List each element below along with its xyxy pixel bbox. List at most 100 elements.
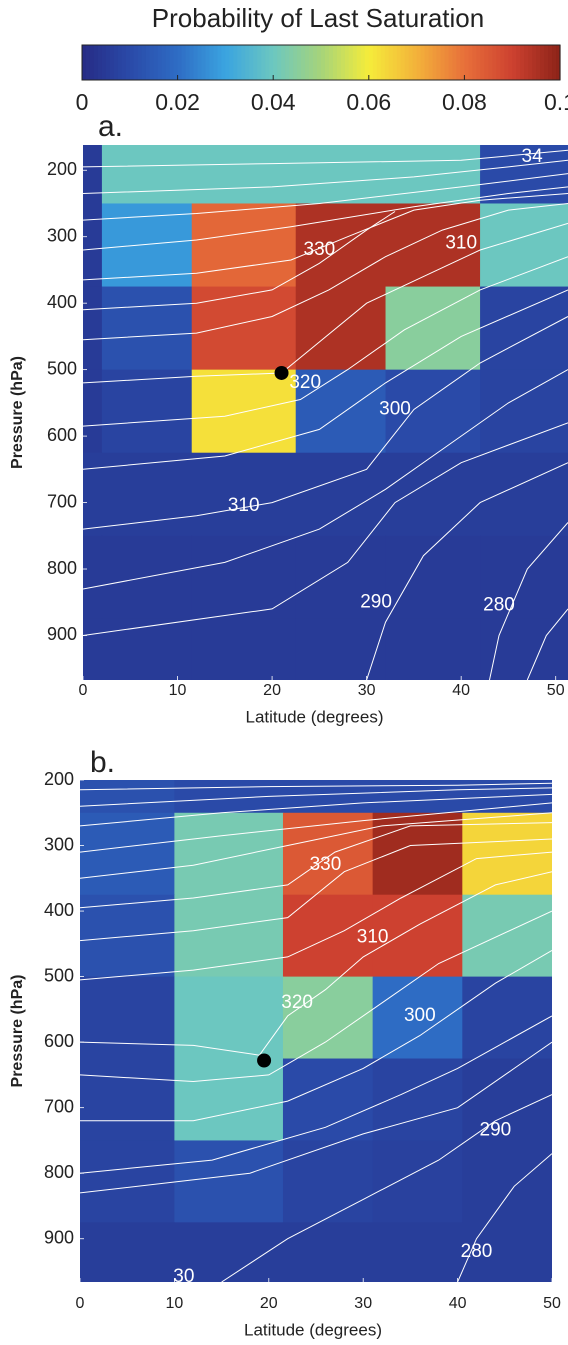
colorbar-swatch xyxy=(289,45,294,80)
colorbar-tick-label: 0.1 xyxy=(544,89,568,115)
contour-label: 320 xyxy=(281,992,313,1013)
colorbar-swatch xyxy=(340,45,346,80)
colorbar-swatch xyxy=(404,45,410,80)
heat-cell xyxy=(174,1058,284,1141)
y-axis-label: Pressure (hPa) xyxy=(9,356,26,469)
colorbar-swatch xyxy=(293,45,298,80)
colorbar-swatch xyxy=(157,45,163,80)
contour-label: 290 xyxy=(480,1120,512,1141)
contour-line xyxy=(80,802,552,853)
contour-label: 30 xyxy=(173,1266,194,1287)
contour-line xyxy=(83,193,568,281)
colorbar-swatch xyxy=(201,45,207,80)
contour-label: 330 xyxy=(304,239,336,260)
y-axis-label: Pressure (hPa) xyxy=(9,975,26,1088)
colorbar-tick-label: 0.06 xyxy=(346,89,391,115)
heat-cell xyxy=(480,286,568,371)
colorbar-swatch xyxy=(364,45,370,80)
colorbar-swatch xyxy=(153,45,159,80)
colorbar-swatch xyxy=(480,45,485,80)
colorbar-swatch xyxy=(121,45,127,80)
colorbar-swatch xyxy=(420,45,426,80)
colorbar-swatch xyxy=(269,45,274,80)
heat-cell xyxy=(282,780,374,814)
heat-cell xyxy=(385,452,481,537)
heat-cell xyxy=(191,203,297,288)
x-tick-label: 10 xyxy=(169,682,187,699)
colorbar-swatch xyxy=(520,45,525,80)
colorbar-swatch xyxy=(500,45,505,80)
y-tick-label: 500 xyxy=(47,358,77,378)
colorbar-swatch xyxy=(89,45,95,80)
heat-cell xyxy=(385,203,481,288)
contour-line xyxy=(489,522,568,680)
colorbar-swatch xyxy=(360,45,366,80)
colorbar-swatch xyxy=(508,45,513,80)
x-tick-label: 30 xyxy=(354,1295,372,1312)
y-tick-label: 600 xyxy=(47,425,77,445)
colorbar-swatch xyxy=(548,45,553,80)
heat-cell xyxy=(295,452,387,537)
colorbar-swatch xyxy=(85,45,91,80)
colorbar-swatch xyxy=(356,45,362,80)
colorbar-swatch xyxy=(189,45,195,80)
heat-cell xyxy=(101,203,193,288)
plot-area: 34 330 310 320 300 310 290 280 xyxy=(83,145,568,680)
colorbar-swatch xyxy=(432,45,438,80)
colorbar-swatch xyxy=(412,45,418,80)
heat-cell xyxy=(282,1058,374,1141)
contour-line xyxy=(83,211,396,311)
contour-line xyxy=(221,1094,552,1282)
heat-cell xyxy=(101,618,193,680)
colorbar-swatch xyxy=(468,45,473,80)
heat-cell xyxy=(372,1058,463,1141)
contour-label: 310 xyxy=(228,495,260,516)
colorbar-swatch xyxy=(536,45,541,80)
colorbar-swatch xyxy=(173,45,179,80)
colorbar-swatch xyxy=(384,45,390,80)
contour-line xyxy=(83,369,568,590)
heat-cell xyxy=(191,369,297,454)
colorbar-swatch xyxy=(197,45,203,80)
contour-line xyxy=(80,787,552,807)
colorbar-tick-label: 0 xyxy=(76,89,89,115)
colorbar-swatch xyxy=(141,45,147,80)
heat-cell xyxy=(295,145,387,204)
panel-label: a. xyxy=(98,110,123,143)
colorbar-swatch xyxy=(556,45,561,80)
colorbar-swatch xyxy=(380,45,386,80)
colorbar-swatch xyxy=(516,45,521,80)
colorbar-swatch xyxy=(540,45,545,80)
heat-cell xyxy=(372,1222,463,1282)
colorbar-swatch xyxy=(205,45,211,80)
colorbar-swatch xyxy=(400,45,406,80)
contour-line xyxy=(80,793,552,827)
heat-cell xyxy=(480,452,568,537)
colorbar-swatch xyxy=(348,45,354,80)
colorbar-swatch xyxy=(221,45,226,80)
x-tick-label: 50 xyxy=(547,682,565,699)
colorbar-swatch xyxy=(332,45,338,80)
colorbar-swatch xyxy=(309,45,314,80)
contour-line xyxy=(457,1153,552,1282)
y-tick-label: 400 xyxy=(44,900,74,920)
colorbar-swatch xyxy=(492,45,497,80)
contour-line xyxy=(80,812,552,879)
colorbar-swatch xyxy=(125,45,131,80)
colorbar-swatch xyxy=(305,45,310,80)
colorbar-swatch xyxy=(444,45,450,80)
y-tick-label: 800 xyxy=(47,558,77,578)
colorbar-swatch xyxy=(552,45,557,80)
colorbar-swatch xyxy=(237,45,242,80)
contour-label: 300 xyxy=(404,1005,436,1026)
contour-line xyxy=(80,949,552,1122)
marker-dot xyxy=(257,1053,272,1068)
colorbar-swatch xyxy=(472,45,477,80)
heat-cell xyxy=(372,894,463,978)
heat-cell xyxy=(480,203,568,288)
colorbar-swatch xyxy=(185,45,191,80)
contour-line xyxy=(526,608,568,680)
colorbar-swatch xyxy=(281,45,286,80)
colorbar-swatch xyxy=(452,45,458,80)
colorbar-swatch xyxy=(313,45,318,80)
